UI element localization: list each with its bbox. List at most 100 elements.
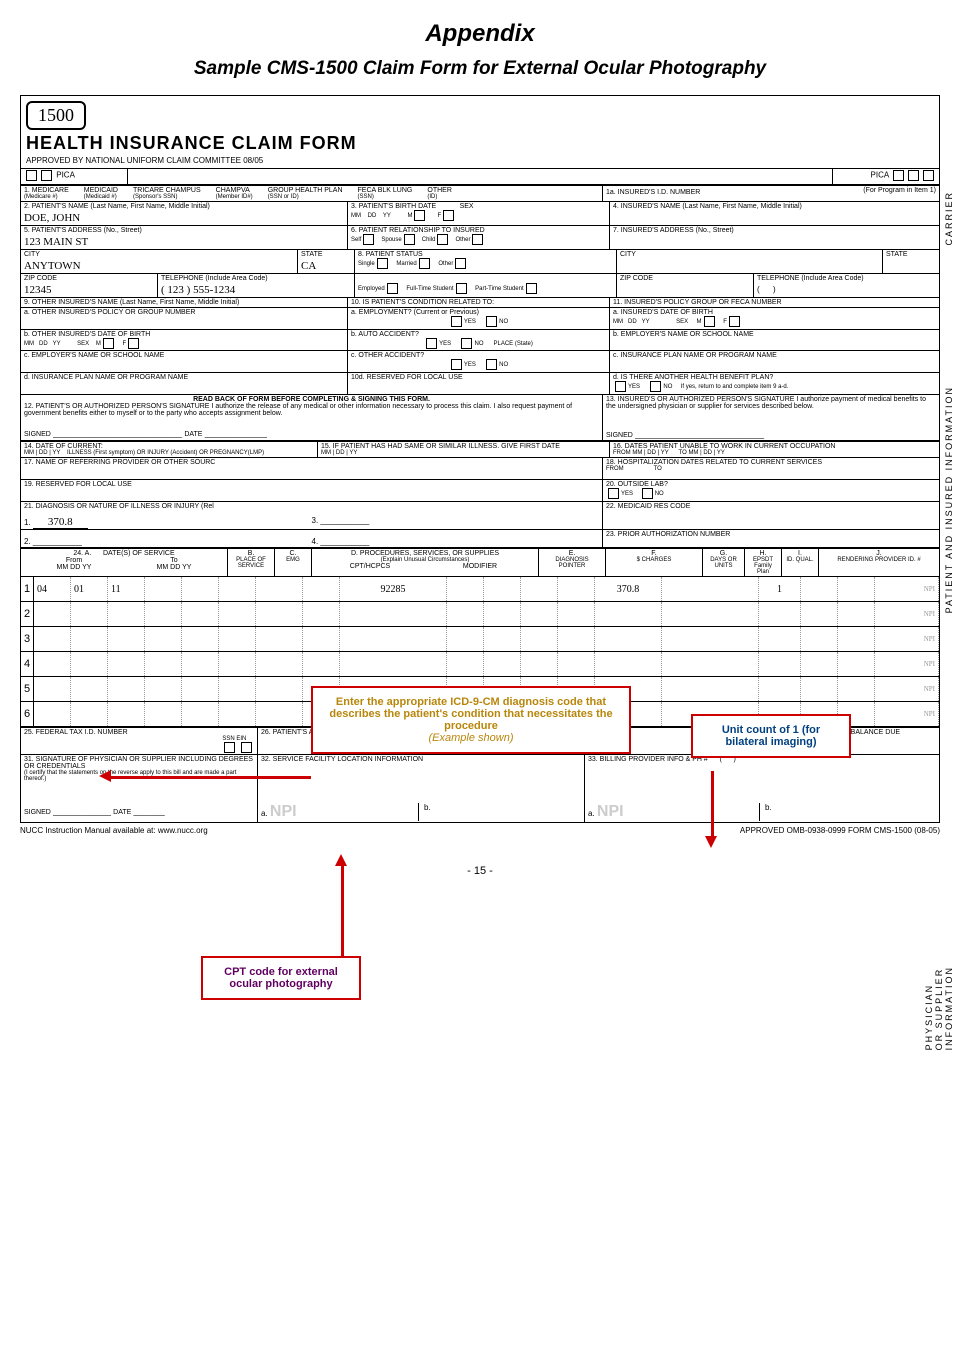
insured-id-label: 1a. INSURED'S I.D. NUMBER <box>606 189 700 196</box>
svc1-yy: 11 <box>108 577 145 601</box>
cpt-hdr: CPT/HCPCS <box>315 563 425 570</box>
read-back: READ BACK OF FORM BEFORE COMPLETING & SI… <box>24 396 599 403</box>
dates-label: DATE(S) OF SERVICE <box>103 550 175 557</box>
appendix-title: Appendix <box>20 20 940 48</box>
svc1-units: 1 <box>759 577 801 601</box>
spouse-label: Spouse <box>381 237 401 243</box>
insured-name-label: 4. INSURED'S NAME (Last Name, First Name… <box>613 203 936 210</box>
s33-label: 33. BILLING PROVIDER INFO & PH # <box>588 756 708 763</box>
patient-name: DOE, JOHN <box>24 212 344 224</box>
s20-label: 20. OUTSIDE LAB? <box>606 481 936 488</box>
patient-state: CA <box>301 260 351 272</box>
s32b: b. <box>424 803 431 812</box>
pica-right: PICA <box>871 171 889 180</box>
s18-label: 18. HOSPITALIZATION DATES RELATED TO CUR… <box>606 459 936 466</box>
to-label: TO <box>679 450 687 456</box>
date-31: DATE <box>113 809 131 816</box>
s33a: a. <box>588 809 595 818</box>
group-sub: (SSN or ID) <box>268 194 343 200</box>
subtitle: Sample CMS-1500 Claim Form for External … <box>20 58 940 80</box>
d-hdr: D. PROCEDURES, SERVICES, OR SUPPLIES <box>315 550 535 557</box>
npi-32a: NPI <box>270 803 297 820</box>
mod-hdr: MODIFIER <box>425 563 535 570</box>
other-label: OTHER <box>427 187 452 194</box>
service-row-2: 2NPI <box>21 601 939 626</box>
s13-text: 13. INSURED'S OR AUTHORIZED PERSON'S SIG… <box>606 396 936 410</box>
zip-label: ZIP CODE <box>24 275 154 282</box>
s10b-label: b. AUTO ACCIDENT? <box>351 331 606 338</box>
g-hdr: G. <box>706 550 741 557</box>
c-hdr: C. <box>278 550 308 557</box>
dollar-30: $ <box>839 736 936 745</box>
diag1-value: 370.8 <box>33 516 88 529</box>
s10d-label: 10d. RESERVED FOR LOCAL USE <box>351 374 606 381</box>
svc1-mm: 04 <box>34 577 71 601</box>
s11b-label: b. EMPLOYER'S NAME OR SCHOOL NAME <box>613 331 936 338</box>
patient-side-label: PATIENT AND INSURED INFORMATION <box>944 386 954 613</box>
s21-label: 21. DIAGNOSIS OR NATURE OF ILLNESS OR IN… <box>24 503 599 510</box>
single-label: Single <box>358 261 375 267</box>
s14b: ILLNESS (First symptom) OR INJURY (Accid… <box>67 450 264 456</box>
mm-label: MM <box>351 213 361 219</box>
phone-label: TELEPHONE (Include Area Code) <box>161 275 351 282</box>
fulltime-label: Full-Time Student <box>406 286 453 292</box>
b-sub: PLACE OF SERVICE <box>231 557 271 569</box>
signed-13: SIGNED <box>606 432 633 439</box>
s32a: a. <box>261 809 268 818</box>
pica-left: PICA <box>56 171 75 180</box>
insured-zip-label: ZIP CODE <box>620 275 750 282</box>
signed-31: SIGNED <box>24 809 51 816</box>
f-label: F <box>438 213 442 219</box>
medicare-label: MEDICARE <box>32 187 69 194</box>
s11c-label: c. INSURANCE PLAN NAME OR PROGRAM NAME <box>613 352 936 359</box>
diag4-label: 4. <box>312 537 319 546</box>
place-label: PLACE (State) <box>494 341 533 347</box>
callout-icd: Enter the appropriate ICD-9-CM diagnosis… <box>311 686 631 754</box>
service-row-3: 3NPI <box>21 626 939 651</box>
from-label: FROM <box>613 450 631 456</box>
patient-city: ANYTOWN <box>24 260 294 272</box>
feca-label: FECA BLK LUNG <box>358 187 413 194</box>
employed-label: Employed <box>358 286 385 292</box>
patient-zip: 12345 <box>24 284 154 296</box>
s19-label: 19. RESERVED FOR LOCAL USE <box>24 481 599 488</box>
s9b-label: b. OTHER INSURED'S DATE OF BIRTH <box>24 331 344 338</box>
s33b: b. <box>765 803 772 812</box>
medicaid-sub: (Medicaid #) <box>84 194 118 200</box>
s25-label: 25. FEDERAL TAX I.D. NUMBER <box>24 729 254 736</box>
s22-label: 22. MEDICAID RES CODE <box>606 503 936 510</box>
callout-cpt: CPT code for external ocular photography <box>201 956 361 1000</box>
yy-label: YY <box>383 213 391 219</box>
insured-state-label: STATE <box>886 251 936 258</box>
phone-area: 123 <box>167 284 184 296</box>
s10c-label: c. OTHER ACCIDENT? <box>351 352 606 359</box>
f-hdr: F. <box>609 550 699 557</box>
state-label: STATE <box>301 251 351 258</box>
no-label-1: NO <box>499 319 508 325</box>
birth-label: 3. PATIENT'S BIRTH DATE <box>351 203 436 210</box>
form-number: 1500 <box>26 101 86 130</box>
self-label: Self <box>351 237 361 243</box>
for-program: (For Program in Item 1) <box>863 187 936 194</box>
svc1-dd: 01 <box>71 577 108 601</box>
s9c-label: c. EMPLOYER'S NAME OR SCHOOL NAME <box>24 352 344 359</box>
to-hdr: To <box>124 557 224 564</box>
s30-label: 30. BALANCE DUE <box>839 729 936 736</box>
service-row-1: 1 04 01 11 92285 370.8 1 NPI <box>21 576 939 601</box>
married-label: Married <box>396 261 416 267</box>
rel-label: 6. PATIENT RELATIONSHIP TO INSURED <box>351 227 606 234</box>
champva-sub: (Member ID#) <box>216 194 253 200</box>
s9a-label: a. OTHER INSURED'S POLICY OR GROUP NUMBE… <box>24 309 344 316</box>
patient-addr: 123 MAIN ST <box>24 236 344 248</box>
s11d-label: d. IS THERE ANOTHER HEALTH BENEFIT PLAN? <box>613 374 936 381</box>
yes-label-1: YES <box>464 319 476 325</box>
diag1-label: 1. <box>24 518 31 527</box>
s12-text: 12. PATIENT'S OR AUTHORIZED PERSON'S SIG… <box>24 403 599 417</box>
h-sub: EPSDT Family Plan <box>748 557 778 575</box>
dd-label: DD <box>368 213 377 219</box>
if-yes: If yes, return to and complete item 9 a-… <box>681 384 789 390</box>
diag3-label: 3. <box>312 516 319 525</box>
city-label: CITY <box>24 251 294 258</box>
footer-left: NUCC Instruction Manual available at: ww… <box>20 826 208 835</box>
feca-sub: (SSN) <box>358 194 413 200</box>
